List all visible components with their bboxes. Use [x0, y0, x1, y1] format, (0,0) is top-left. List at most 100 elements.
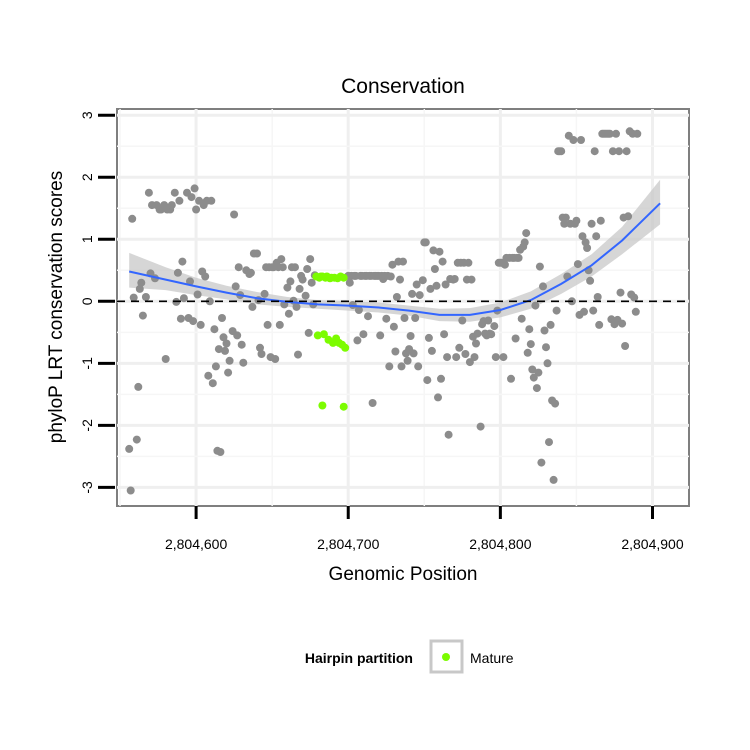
data-point	[218, 314, 226, 322]
data-point	[389, 322, 398, 331]
data-point	[129, 293, 138, 302]
data-point	[230, 210, 239, 219]
data-point	[176, 314, 185, 323]
data-point	[537, 458, 546, 467]
data-point	[231, 282, 240, 291]
data-point	[621, 342, 630, 350]
data-point	[345, 278, 354, 287]
data-point	[490, 322, 499, 331]
data-point	[411, 314, 420, 322]
data-point	[520, 238, 529, 247]
data-point	[418, 276, 427, 285]
data-point	[593, 293, 602, 301]
data-point	[569, 136, 578, 144]
x-tick-label: 2,804,900	[621, 536, 683, 552]
data-point	[292, 302, 301, 311]
data-point	[219, 333, 228, 342]
data-point	[596, 216, 605, 225]
data-point	[403, 356, 412, 365]
data-point	[278, 263, 287, 272]
data-point	[557, 147, 566, 156]
data-point	[196, 320, 205, 329]
data-point	[434, 393, 442, 402]
y-axis-label: phyloP LRT conservation scores	[46, 171, 67, 444]
data-point	[382, 314, 391, 323]
data-point	[216, 448, 225, 456]
data-point	[573, 260, 582, 269]
data-point	[577, 136, 585, 144]
data-point	[430, 265, 439, 273]
data-point	[545, 438, 553, 447]
data-point	[368, 399, 377, 407]
data-point	[283, 283, 292, 292]
data-point	[612, 129, 620, 138]
data-point	[476, 422, 485, 431]
legend-mature-dot	[442, 653, 450, 661]
y-tick-label: -3	[79, 481, 95, 494]
data-point	[415, 291, 424, 300]
data-point-mature	[341, 343, 350, 352]
data-point	[423, 376, 432, 385]
data-point	[531, 301, 540, 310]
data-point	[170, 188, 179, 197]
data-point	[429, 246, 438, 255]
data-point	[392, 293, 401, 301]
y-tick-label: 1	[79, 235, 95, 243]
data-point	[284, 309, 293, 318]
data-point	[353, 336, 362, 345]
axis-ticks-layer: 2,804,600 2,804,700 2,804,800 2,804,900 -3 -2…	[79, 111, 684, 552]
data-point	[587, 219, 596, 228]
data-point	[440, 330, 449, 339]
data-point	[583, 244, 592, 252]
data-point	[233, 331, 242, 340]
data-point	[354, 306, 363, 314]
data-point	[424, 333, 433, 342]
data-point	[511, 334, 520, 343]
data-point	[535, 262, 544, 271]
data-point	[306, 255, 315, 264]
data-point	[549, 475, 558, 484]
data-point	[572, 216, 581, 225]
data-point	[167, 201, 176, 210]
chart-title: Conservation	[341, 75, 465, 98]
data-point	[560, 219, 569, 228]
data-point	[364, 312, 372, 321]
data-point	[470, 353, 479, 362]
data-point	[257, 350, 266, 358]
data-point	[141, 293, 150, 301]
data-point	[507, 374, 515, 383]
data-point	[615, 147, 623, 156]
data-point	[605, 129, 614, 138]
x-tick-label: 2,804,600	[165, 536, 227, 552]
data-point	[386, 272, 395, 281]
data-point-mature	[339, 402, 348, 411]
data-point	[438, 257, 447, 266]
data-point	[396, 275, 404, 284]
data-point	[135, 284, 144, 293]
data-point	[458, 316, 467, 325]
data-point	[443, 353, 452, 362]
data-points-layer	[125, 127, 642, 495]
data-point	[132, 435, 141, 444]
data-point	[552, 306, 561, 315]
data-point	[222, 339, 231, 348]
data-point	[271, 355, 280, 363]
data-point	[137, 278, 146, 287]
data-point	[192, 205, 201, 214]
data-point	[542, 343, 550, 352]
data-point	[464, 258, 473, 267]
data-point	[253, 249, 261, 258]
data-point	[630, 293, 639, 302]
data-point-mature	[313, 331, 322, 340]
data-point	[595, 320, 604, 329]
y-tick-label: 0	[79, 297, 95, 305]
data-point-mature	[319, 330, 328, 339]
data-point	[307, 278, 316, 287]
data-point	[399, 257, 407, 266]
data-point	[589, 306, 598, 315]
data-point	[523, 348, 532, 357]
data-point	[543, 359, 552, 368]
data-point	[406, 332, 415, 340]
data-point	[432, 281, 441, 290]
data-point	[234, 263, 243, 272]
